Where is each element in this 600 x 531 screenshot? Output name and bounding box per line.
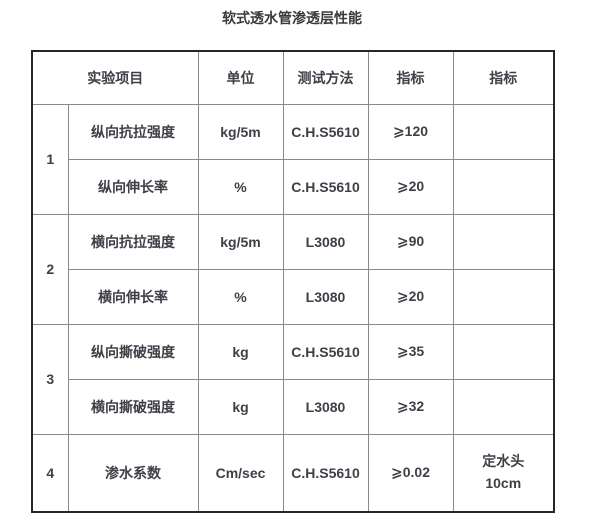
cell-unit: kg/5m	[197, 103, 284, 160]
cell-item-name: 横向撕破强度	[67, 378, 199, 435]
table-header-row: 实验项目 单位 测试方法 指标 指标	[31, 50, 555, 105]
cell-index-value: ⩾90	[367, 213, 454, 270]
header-index: 指标	[367, 50, 454, 105]
cell-unit: Cm/sec	[197, 433, 284, 513]
table-row: 横向伸长率 % L3080 ⩾20	[32, 268, 555, 325]
cell-test-method: L3080	[282, 213, 369, 270]
spec-table: 实验项目 单位 测试方法 指标 指标 1 纵向抗拉强度 kg/5m C.H.S5…	[31, 50, 555, 513]
cell-test-method: C.H.S5610	[282, 103, 369, 160]
table-row: 3 纵向撕破强度 kg C.H.S5610 ⩾35	[31, 323, 555, 435]
table-row: 纵向伸长率 % C.H.S5610 ⩾20	[32, 158, 555, 215]
cell-item-name: 横向抗拉强度	[67, 213, 199, 270]
cell-test-method: L3080	[282, 268, 369, 325]
cell-remark	[452, 103, 555, 160]
cell-unit: %	[197, 158, 284, 215]
cell-index-value: ⩾32	[367, 378, 454, 435]
table-row: 横向撕破强度 kg L3080 ⩾32	[32, 378, 555, 435]
cell-remark: 定水头 10cm	[452, 433, 555, 513]
cell-test-method: C.H.S5610	[282, 158, 369, 215]
cell-item-name: 纵向撕破强度	[67, 323, 199, 380]
page-title: 软式透水管渗透层性能	[222, 10, 362, 26]
cell-index-value: ⩾35	[367, 323, 454, 380]
cell-unit: kg	[197, 323, 284, 380]
cell-unit: kg	[197, 378, 284, 435]
cell-index-value: ⩾20	[367, 158, 454, 215]
cell-index-value: ⩾20	[367, 268, 454, 325]
cell-test-method: L3080	[282, 378, 369, 435]
row-group-number: 3	[31, 323, 69, 435]
table-row: 1 纵向抗拉强度 kg/5m C.H.S5610 ⩾120	[31, 103, 555, 215]
row-group-number: 4	[31, 433, 69, 513]
cell-remark	[452, 378, 555, 435]
cell-item-name: 纵向伸长率	[67, 158, 199, 215]
cell-index-value: ⩾0.02	[367, 433, 454, 513]
cell-remark	[452, 268, 555, 325]
cell-test-method: C.H.S5610	[282, 433, 369, 513]
header-experiment-item: 实验项目	[31, 50, 199, 105]
cell-remark	[452, 158, 555, 215]
table-row: 2 横向抗拉强度 kg/5m L3080 ⩾90	[31, 213, 555, 325]
header-index-2: 指标	[452, 50, 555, 105]
cell-index-value: ⩾120	[367, 103, 454, 160]
row-group-number: 1	[31, 103, 69, 215]
row-group-number: 2	[31, 213, 69, 325]
cell-item-name: 纵向抗拉强度	[67, 103, 199, 160]
cell-unit: %	[197, 268, 284, 325]
cell-unit: kg/5m	[197, 213, 284, 270]
header-test-method: 测试方法	[282, 50, 369, 105]
cell-item-name: 横向伸长率	[67, 268, 199, 325]
cell-remark	[452, 213, 555, 270]
cell-item-name: 渗水系数	[67, 433, 199, 513]
cell-test-method: C.H.S5610	[282, 323, 369, 380]
table-row: 4 渗水系数 Cm/sec C.H.S5610 ⩾0.02 定水头 10cm	[31, 433, 555, 513]
header-unit: 单位	[197, 50, 284, 105]
cell-remark	[452, 323, 555, 380]
